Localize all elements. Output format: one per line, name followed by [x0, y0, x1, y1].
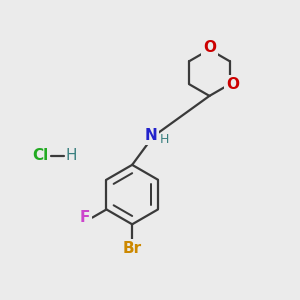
- Text: O: O: [226, 77, 240, 92]
- Text: H: H: [65, 148, 77, 164]
- Text: H: H: [160, 133, 169, 146]
- Text: O: O: [203, 40, 216, 55]
- Text: Cl: Cl: [32, 148, 48, 164]
- Text: F: F: [80, 210, 90, 225]
- Text: N: N: [144, 128, 157, 142]
- Text: Br: Br: [123, 241, 142, 256]
